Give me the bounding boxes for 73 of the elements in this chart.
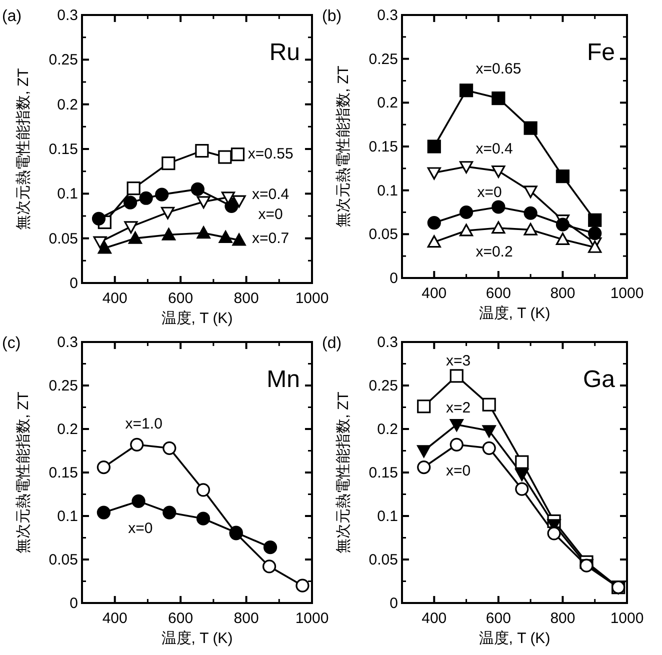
x-tick-label: 600 xyxy=(486,610,511,627)
series-label: x=1.0 xyxy=(125,416,162,433)
chart-title: (b) xyxy=(322,8,342,25)
x-tick-label: 800 xyxy=(234,610,259,627)
x-tick-label: 400 xyxy=(102,290,128,307)
series-label: x=0.2 xyxy=(476,244,513,261)
y-tick-label: 0.05 xyxy=(48,230,78,248)
x-tick-label: 1000 xyxy=(295,610,329,627)
y-tick-label: 0 xyxy=(390,270,398,287)
x-tick-label: 1000 xyxy=(295,290,329,307)
y-tick-label: 0.05 xyxy=(368,226,398,244)
series-label: x=0.65 xyxy=(476,60,522,78)
legend-label: x=0 xyxy=(258,206,283,224)
x-axis-title: 温度, T (K) xyxy=(161,310,233,327)
y-axis-title: 無次元熱電性能指数, ZT xyxy=(15,392,32,554)
y-tick-label: 0.3 xyxy=(57,7,78,24)
legend-label: x=3 xyxy=(446,352,471,370)
x-tick-label: 1000 xyxy=(610,285,644,302)
y-tick-label: 0.15 xyxy=(368,464,398,482)
y-tick-label: 0.05 xyxy=(48,552,78,568)
x-tick-label: 800 xyxy=(234,290,259,307)
x-tick-label: 400 xyxy=(422,285,447,302)
x-tick-label: 600 xyxy=(168,290,194,307)
y-tick-label: 0 xyxy=(70,275,78,292)
y-axis-title: 無次元熱電性能指数, ZT xyxy=(335,392,352,554)
y-tick-label: 0.3 xyxy=(377,7,398,24)
x-tick-label: 800 xyxy=(550,610,576,627)
annotation: Mn xyxy=(266,366,300,393)
series-label: x=0.4 xyxy=(476,140,513,158)
legend-label: x=0.55 xyxy=(248,146,294,163)
x-axis-title: 温度, T (K) xyxy=(478,305,550,322)
annotation: Fe xyxy=(586,39,615,66)
x-tick-label: 600 xyxy=(486,285,511,302)
series-label: x=0 xyxy=(446,462,471,480)
x-tick-label: 400 xyxy=(422,610,447,627)
y-tick-label: 0.15 xyxy=(48,141,78,158)
y-tick-label: 0.2 xyxy=(57,96,78,114)
y-tick-label: 0.05 xyxy=(368,552,398,568)
y-tick-label: 0.15 xyxy=(48,464,78,482)
y-tick-label: 0.15 xyxy=(368,138,398,156)
y-tick-label: 0.1 xyxy=(377,508,398,525)
y-tick-label: 0.2 xyxy=(57,421,78,438)
legend-label: x=0.7 xyxy=(252,230,290,248)
y-tick-label: 0.3 xyxy=(377,334,398,351)
y-axis-title: 無次元熱電性能指数, ZT xyxy=(15,68,32,230)
y-tick-label: 0.25 xyxy=(48,52,78,69)
y-tick-label: 0 xyxy=(390,595,398,612)
y-axis-title: 無次元熱電性能指数, ZT xyxy=(335,66,352,228)
y-tick-label: 0.1 xyxy=(57,508,78,525)
y-tick-label: 0.2 xyxy=(377,421,398,438)
legend-label: x=0.4 xyxy=(252,186,290,203)
x-tick-label: 1000 xyxy=(610,610,644,627)
x-tick-label: 800 xyxy=(550,285,576,302)
series-label: x=2 xyxy=(446,399,471,416)
x-axis-title: 温度, T (K) xyxy=(161,630,233,647)
series-label: x=0 xyxy=(128,520,153,538)
y-tick-label: 0.25 xyxy=(368,50,398,68)
y-tick-label: 0.1 xyxy=(57,186,78,203)
x-tick-label: 400 xyxy=(102,610,128,627)
y-tick-label: 0.25 xyxy=(368,378,398,394)
x-axis-title: 温度, T (K) xyxy=(478,630,550,647)
series-label: x=0 xyxy=(477,184,502,201)
chart-title: (d) xyxy=(322,335,342,352)
chart-title: (a) xyxy=(2,8,22,25)
chart-title: (c) xyxy=(2,335,21,352)
y-tick-label: 0.1 xyxy=(377,182,398,200)
annotation: Ga xyxy=(582,366,616,393)
annotation: Ru xyxy=(269,39,300,66)
y-tick-label: 0 xyxy=(70,595,78,612)
y-tick-label: 0.3 xyxy=(57,334,78,351)
x-tick-label: 600 xyxy=(168,610,194,627)
y-tick-label: 0.2 xyxy=(377,94,398,112)
y-tick-label: 0.25 xyxy=(48,378,78,394)
